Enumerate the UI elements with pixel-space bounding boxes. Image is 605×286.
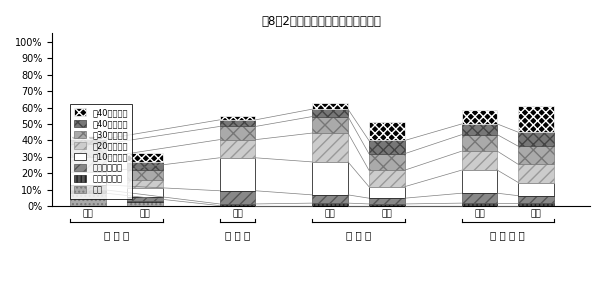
- Bar: [369, 187, 405, 198]
- Bar: [462, 193, 497, 203]
- Bar: [369, 140, 405, 154]
- Bar: [127, 188, 163, 196]
- Bar: [518, 203, 554, 206]
- Bar: [70, 172, 106, 185]
- Text: 小 学 校: 小 学 校: [225, 230, 250, 240]
- Bar: [220, 120, 255, 126]
- Bar: [127, 153, 163, 162]
- Bar: [312, 133, 348, 162]
- Text: 私立: 私立: [140, 209, 150, 218]
- Bar: [70, 136, 106, 139]
- Bar: [220, 116, 255, 120]
- Bar: [127, 196, 163, 201]
- Text: 私立: 私立: [382, 209, 392, 218]
- Bar: [220, 204, 255, 206]
- Bar: [369, 122, 405, 140]
- Bar: [462, 170, 497, 193]
- Bar: [462, 124, 497, 135]
- Legend: ＾40万円以上, ＾40万円未満, ＾30万円未満, ＾20万円未満, ＾10万円未満, ＾５万円未満, ＾１万円未満, ０円: ＾40万円以上, ＾40万円未満, ＾30万円未満, ＾20万円未満, ＾10万…: [70, 104, 132, 199]
- Bar: [312, 162, 348, 195]
- Text: 公立: 公立: [474, 209, 485, 218]
- Bar: [312, 203, 348, 206]
- Bar: [462, 135, 497, 151]
- Bar: [220, 158, 255, 191]
- Bar: [70, 190, 106, 193]
- Bar: [127, 201, 163, 202]
- Bar: [518, 164, 554, 182]
- Bar: [462, 151, 497, 170]
- Bar: [369, 204, 405, 206]
- Bar: [518, 132, 554, 146]
- Bar: [127, 170, 163, 180]
- Bar: [70, 157, 106, 172]
- Bar: [462, 203, 497, 206]
- Bar: [220, 140, 255, 158]
- Bar: [70, 193, 106, 206]
- Text: 公立: 公立: [83, 209, 93, 218]
- Text: 公立: 公立: [232, 209, 243, 218]
- Bar: [312, 103, 348, 109]
- Bar: [369, 154, 405, 170]
- Bar: [369, 170, 405, 187]
- Bar: [369, 198, 405, 204]
- Text: 公立: 公立: [325, 209, 335, 218]
- Bar: [518, 106, 554, 132]
- Text: 幼 稚 園: 幼 稚 園: [104, 230, 129, 240]
- Bar: [518, 196, 554, 203]
- Title: 図8－2　学習塔費の金額分布の状況: 図8－2 学習塔費の金額分布の状況: [261, 15, 381, 28]
- Bar: [127, 162, 163, 170]
- Bar: [127, 202, 163, 206]
- Bar: [70, 139, 106, 144]
- Text: 中 学 校: 中 学 校: [346, 230, 371, 240]
- Text: 私立: 私立: [531, 209, 541, 218]
- Bar: [518, 182, 554, 196]
- Bar: [312, 109, 348, 117]
- Bar: [127, 180, 163, 188]
- Bar: [462, 110, 497, 124]
- Bar: [312, 117, 348, 133]
- Bar: [220, 191, 255, 204]
- Bar: [312, 195, 348, 203]
- Bar: [518, 146, 554, 164]
- Bar: [220, 126, 255, 140]
- Text: 高 等 学 校: 高 等 学 校: [491, 230, 525, 240]
- Bar: [70, 144, 106, 157]
- Bar: [70, 185, 106, 190]
